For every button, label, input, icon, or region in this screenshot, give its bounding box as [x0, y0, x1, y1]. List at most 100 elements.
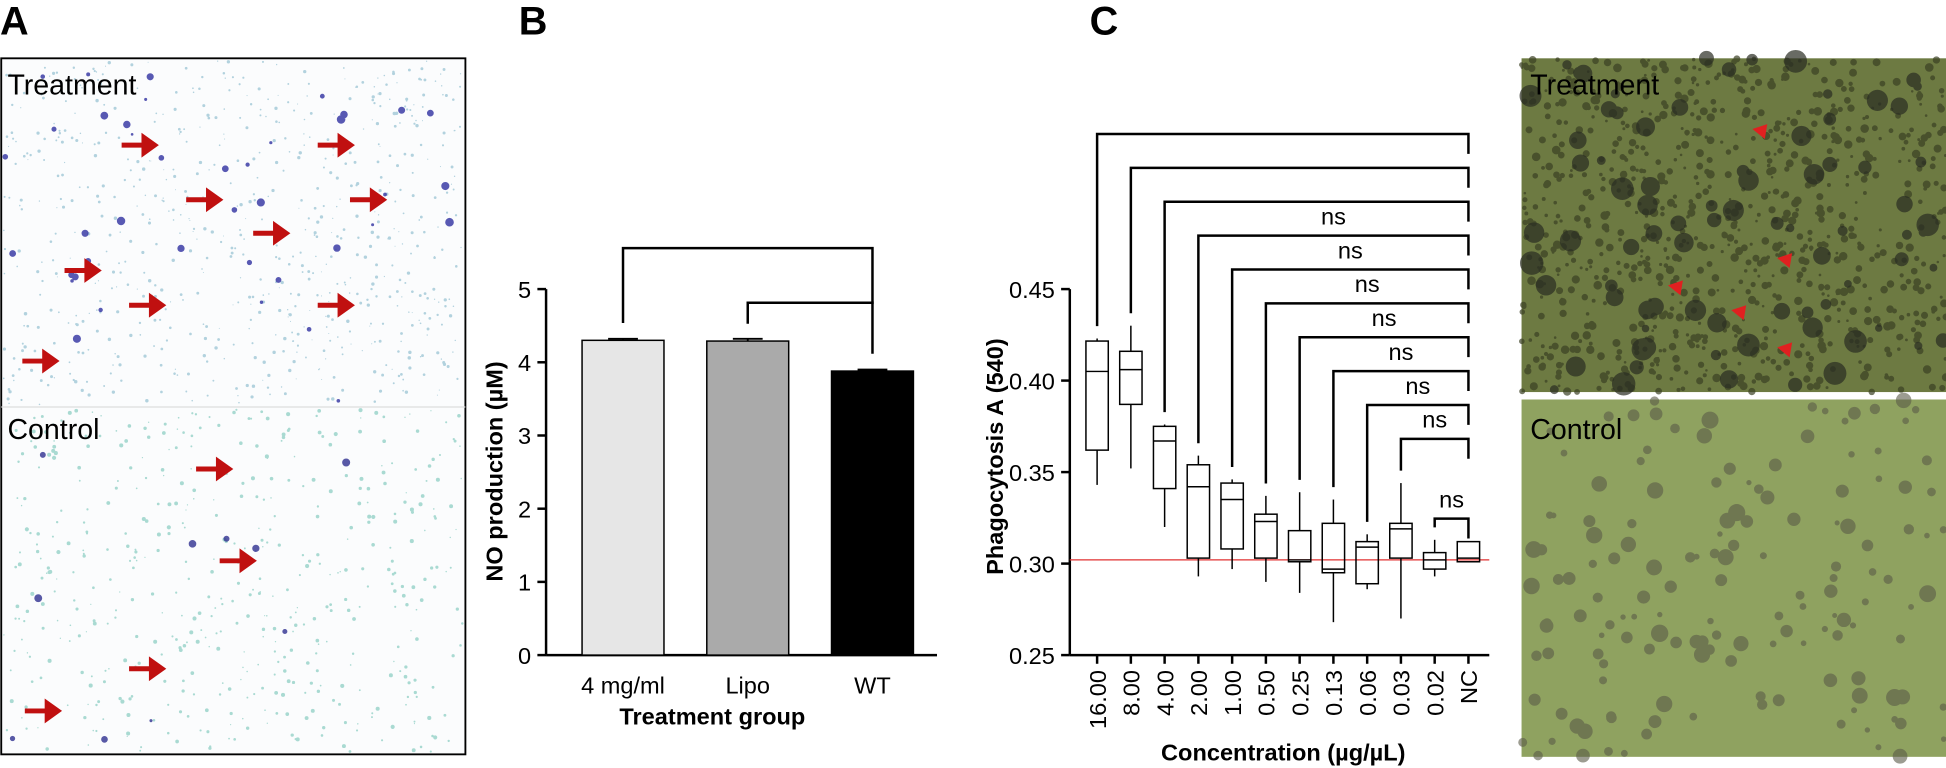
box	[1085, 340, 1110, 451]
box	[1287, 529, 1312, 563]
arrow	[317, 292, 355, 318]
box	[1355, 540, 1380, 585]
box	[1220, 482, 1245, 550]
arrow	[1777, 342, 1793, 358]
y-tick-label: 4	[518, 350, 531, 376]
textures	[2, 50, 1946, 764]
bracket	[1399, 437, 1470, 471]
bracket	[1095, 132, 1470, 327]
panel-label: C	[1090, 0, 1119, 44]
micrograph-label: Control	[7, 414, 99, 446]
bracket-label: ns	[1405, 373, 1430, 399]
x-tick-label: 0.03	[1389, 670, 1415, 716]
arrow	[196, 456, 234, 482]
x-tick-label: 0.06	[1355, 670, 1381, 716]
y-tick-label: 0.40	[1009, 368, 1055, 394]
y-tick-label: 0.45	[1009, 277, 1055, 303]
texture	[1519, 55, 1946, 396]
y-axis-label: NO production (µM)	[482, 361, 508, 581]
arrow	[349, 187, 388, 213]
arrow	[129, 656, 167, 682]
bracket	[1197, 234, 1470, 444]
x-axis-label: Concentration (µg/µL)	[1161, 740, 1405, 766]
texture	[1518, 392, 1946, 764]
micrograph-label: Treatment	[1530, 69, 1659, 101]
bracket-label: ns	[1321, 203, 1346, 229]
y-axis-label: Phagocytosis A (540)	[982, 338, 1008, 575]
bracket	[1129, 166, 1470, 314]
arrow	[22, 348, 60, 374]
box	[1389, 522, 1413, 559]
box	[1118, 350, 1143, 406]
box	[1186, 464, 1211, 559]
y-tick-label: 3	[518, 423, 531, 449]
box	[1321, 522, 1346, 574]
arrow	[129, 292, 167, 318]
arrow	[1731, 305, 1747, 321]
bracket-label: ns	[1422, 407, 1447, 433]
bracket	[1433, 517, 1470, 539]
y-tick-label: 0.35	[1009, 460, 1055, 486]
x-axis-label: Treatment group	[619, 704, 805, 730]
x-tick-label: 0.13	[1321, 670, 1347, 716]
arrow	[1777, 253, 1793, 268]
bracket	[1230, 268, 1470, 468]
bracket-label: ns	[1372, 305, 1397, 331]
arrow	[219, 548, 257, 574]
x-tick-label: 4 mg/ml	[581, 673, 665, 699]
error-bar	[732, 337, 763, 342]
x-tick-label: NC	[1456, 670, 1482, 704]
arrow	[1752, 124, 1768, 139]
bracket-label: ns	[1338, 237, 1363, 263]
x-tick-label: 0.25	[1287, 670, 1313, 716]
bracket	[746, 301, 874, 354]
x-tick-label: 0.02	[1422, 670, 1448, 716]
box	[1422, 551, 1447, 570]
bar	[830, 370, 915, 656]
bracket	[621, 246, 874, 323]
arrow	[186, 187, 224, 213]
x-tick-label: 16.00	[1085, 670, 1111, 729]
bar	[706, 340, 790, 656]
arrow	[1668, 280, 1683, 296]
arrow	[121, 132, 159, 158]
panel-label: B	[519, 0, 548, 44]
y-tick-label: 0.25	[1009, 643, 1055, 669]
micrograph-label: Control	[1530, 414, 1622, 446]
bracket-label: ns	[1439, 486, 1464, 512]
arrow	[24, 698, 63, 724]
micrograph-c-control	[1521, 399, 1946, 757]
bracket-label: ns	[1355, 271, 1380, 297]
y-tick-label: 2	[518, 496, 531, 522]
bracket	[1332, 369, 1470, 488]
y-tick-label: 0.30	[1009, 551, 1055, 577]
arrow	[253, 220, 291, 246]
x-tick-label: WT	[854, 673, 891, 699]
x-tick-label: 0.50	[1254, 670, 1280, 716]
error-bar	[857, 368, 888, 372]
box	[1253, 513, 1278, 559]
x-tick-label: 2.00	[1186, 670, 1212, 716]
arrow	[317, 132, 355, 158]
arrow	[64, 258, 102, 283]
x-tick-label: 8.00	[1119, 670, 1145, 716]
panel-label: A	[0, 0, 29, 44]
bracket-label: ns	[1388, 339, 1413, 365]
y-tick-label: 0	[518, 643, 531, 669]
micrograph-label: Treatment	[7, 69, 136, 101]
bracket	[1264, 302, 1470, 484]
x-tick-label: Lipo	[725, 673, 770, 699]
bracket	[1365, 403, 1470, 522]
box	[1456, 540, 1481, 563]
x-tick-label: 4.00	[1152, 670, 1178, 716]
y-tick-label: 1	[518, 570, 531, 596]
box	[1152, 425, 1177, 490]
y-tick-label: 5	[518, 277, 531, 303]
bar	[581, 339, 665, 656]
error-bar	[608, 337, 638, 341]
bracket	[1298, 335, 1470, 480]
x-tick-label: 1.00	[1220, 670, 1246, 716]
bracket	[1163, 200, 1470, 413]
